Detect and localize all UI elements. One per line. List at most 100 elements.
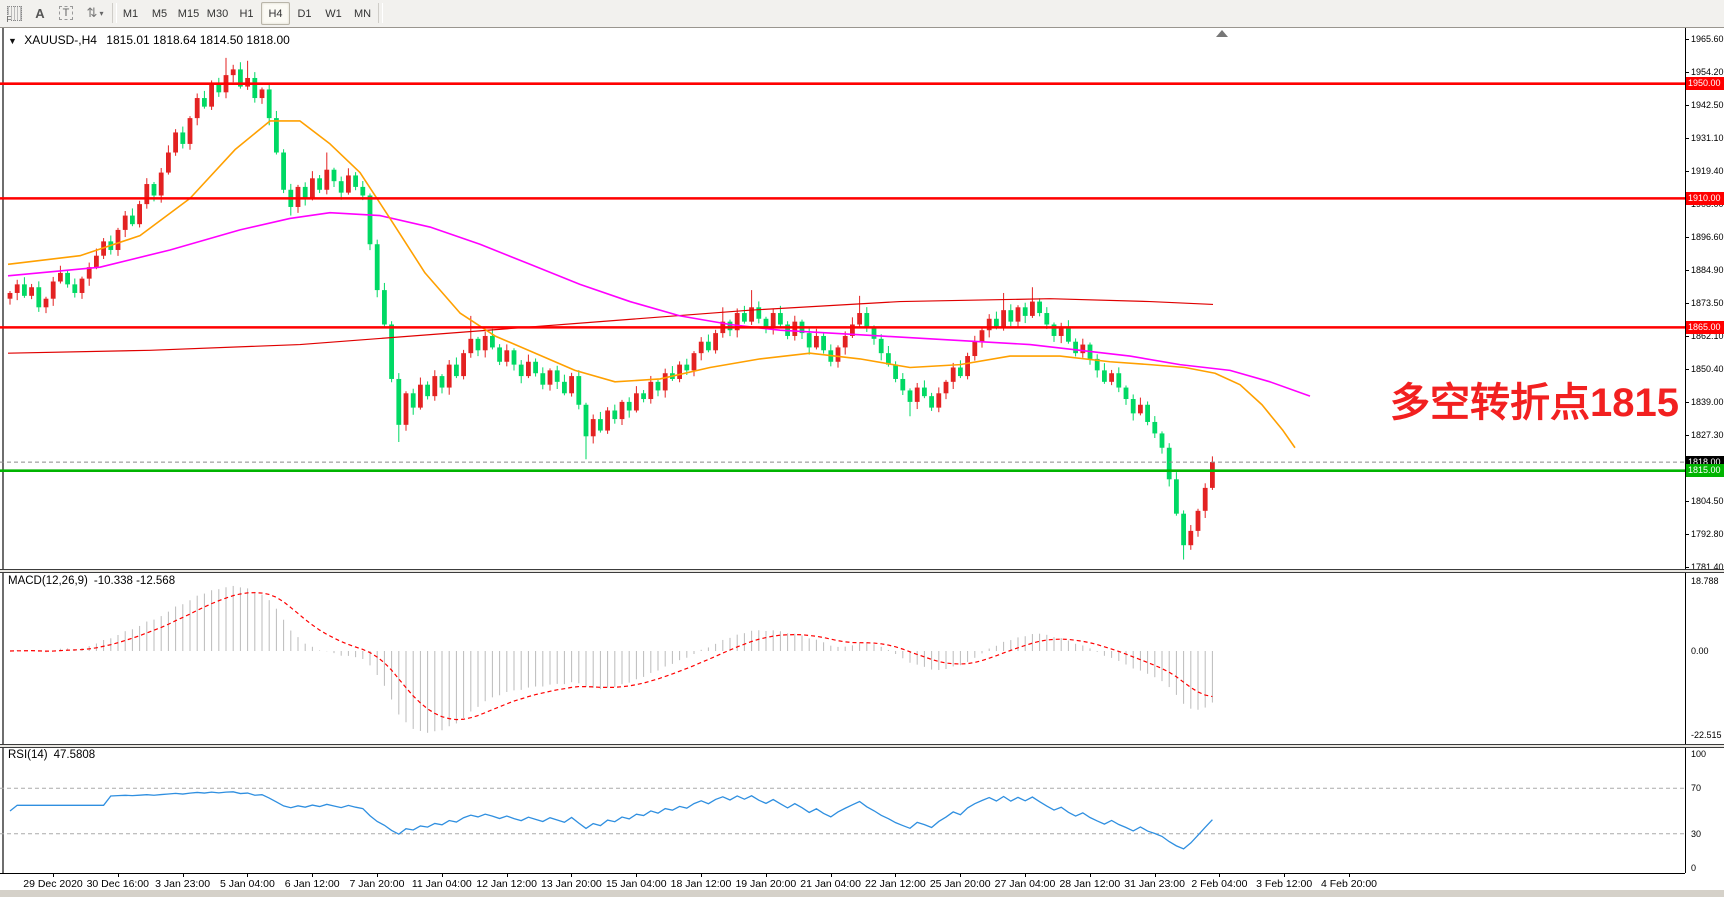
date-tick-label: 31 Jan 23:00	[1124, 878, 1185, 890]
panel-separator[interactable]	[0, 744, 1724, 748]
macd-scale-label: -22.515	[1691, 729, 1722, 740]
timeframe-button-m1[interactable]: M1	[122, 7, 139, 20]
price-tick-mark	[1685, 39, 1689, 40]
macd-histogram	[16, 585, 1213, 733]
macd-label: MACD(12,26,9) -10.338 -12.568	[8, 575, 176, 587]
timeframe-button-h1[interactable]: H1	[239, 7, 254, 20]
date-tick-label: 22 Jan 12:00	[865, 878, 926, 890]
date-tick-mark	[1154, 874, 1156, 877]
date-tick-mark	[1284, 874, 1286, 877]
timeframe-button-w1[interactable]: W1	[325, 7, 342, 20]
date-tick-mark	[53, 874, 54, 877]
date-tick-mark	[636, 874, 638, 877]
price-tick-label: 1896.60	[1691, 231, 1724, 242]
timeframe-button-m30[interactable]: M30	[206, 7, 229, 20]
rsi-scale-label: 30	[1691, 828, 1702, 839]
price-tick-mark	[1685, 270, 1689, 272]
date-tick-label: 2 Feb 04:00	[1191, 878, 1248, 890]
date-tick-mark	[1219, 874, 1221, 877]
date-tick-mark	[377, 874, 378, 877]
price-tick-label: 1931.10	[1691, 132, 1724, 143]
date-tick-label: 4 Feb 20:00	[1320, 878, 1378, 890]
date-tick-mark	[765, 874, 767, 877]
price-tick-mark	[1685, 303, 1689, 304]
timeframe-button-h4[interactable]: H4	[261, 2, 290, 25]
date-tick-label: 15 Jan 04:00	[605, 878, 667, 890]
price-tick-label: 1862.10	[1691, 330, 1724, 341]
price-tick-label: 1919.40	[1691, 166, 1724, 177]
date-tick-label: 30 Dec 16:00	[86, 878, 150, 890]
date-tick-mark	[182, 874, 184, 877]
timeframe-button-m5[interactable]: M5	[151, 7, 168, 20]
price-tick-label: 1873.50	[1691, 298, 1724, 308]
date-tick-mark	[117, 874, 119, 877]
price-tick-mark	[1685, 401, 1689, 403]
date-tick-label: 7 Jan 20:00	[349, 878, 405, 890]
price-chart-canvas[interactable]	[0, 28, 1685, 569]
date-tick-mark	[441, 874, 443, 877]
rsi-panel-canvas[interactable]	[0, 746, 1685, 871]
ma-red-line	[7, 298, 1214, 354]
date-tick-mark	[506, 874, 508, 877]
macd-panel-canvas[interactable]	[0, 572, 1685, 744]
date-tick-mark	[960, 874, 962, 877]
chevron-down-icon: ▾	[99, 8, 104, 18]
ma-orange-line	[7, 120, 1296, 449]
date-tick-label: 3 Feb 12:00	[1256, 878, 1313, 890]
date-tick-label: 29 Dec 2020	[23, 878, 83, 890]
price-tick-mark	[1685, 435, 1689, 437]
macd-values: -10.338 -12.568	[93, 575, 176, 587]
date-tick-mark	[1025, 874, 1026, 877]
price-tick-mark	[1685, 137, 1689, 139]
price-badge-1865.00: 1865.00	[1686, 320, 1724, 334]
timeframe-button-m15[interactable]: M15	[177, 7, 200, 20]
date-tick-mark	[895, 874, 897, 877]
grid-f-icon[interactable]: F	[2, 2, 26, 24]
price-tick-label: 1942.50	[1691, 100, 1724, 111]
text-label-icon[interactable]: T	[54, 2, 78, 24]
date-tick-label: 13 Jan 20:00	[541, 878, 602, 890]
rsi-label: RSI(14) 47.5808	[8, 749, 96, 761]
date-axis[interactable]: 29 Dec 2020 30 Dec 16:00 3 Jan 23:00 5 Jan …	[0, 873, 1685, 891]
price-badge-1910.00: 1910.00	[1686, 191, 1724, 205]
chart-shift-marker-icon	[1216, 30, 1228, 37]
date-tick-label: 27 Jan 04:00	[994, 878, 1056, 890]
date-tick-label: 28 Jan 12:00	[1059, 878, 1121, 890]
price-tick-mark	[1685, 171, 1689, 173]
ohlc-quote-label: 1815.01 1818.64 1814.50 1818.00	[106, 33, 290, 47]
toolbar: F A T ⇅ ▾ M1 M5 M15 M30 H1 H4 D1 W1 MN	[0, 0, 1724, 28]
price-tick-mark	[1685, 335, 1689, 337]
candles-series	[7, 57, 1215, 560]
price-tick-label: 1839.00	[1691, 396, 1724, 407]
date-tick-label: 19 Jan 20:00	[735, 878, 797, 890]
price-tick-mark	[1685, 71, 1689, 73]
chart-annotation: 多空转折点1815	[1390, 381, 1679, 425]
date-tick-label: 3 Jan 23:00	[155, 878, 211, 890]
price-tick-label: 1804.50	[1691, 495, 1724, 506]
macd-scale-label: 18.788	[1691, 576, 1719, 586]
price-badge-1815.00: 1815.00	[1686, 464, 1724, 478]
macd-scale-label: 0.00	[1691, 646, 1709, 656]
price-tick-label: 1827.30	[1691, 430, 1724, 441]
timeframe-button-mn[interactable]: MN	[353, 7, 372, 20]
rsi-value: 47.5808	[53, 749, 96, 761]
price-tick-mark	[1685, 369, 1689, 371]
price-tick-label: 1884.90	[1691, 265, 1724, 276]
price-tick-mark	[1685, 500, 1689, 502]
price-tick-label: 1850.40	[1691, 364, 1724, 375]
timeframe-button-d1[interactable]: D1	[297, 7, 312, 20]
cycle-arrows-icon[interactable]: ⇅ ▾	[80, 2, 110, 24]
price-tick-mark	[1685, 534, 1689, 536]
price-badge-1950.00: 1950.00	[1686, 77, 1724, 91]
font-a-icon[interactable]: A	[28, 2, 52, 24]
rsi-scale-label: 100	[1691, 749, 1707, 759]
font-a-icon-glyph: A	[35, 5, 45, 21]
price-tick-label: 1965.60	[1691, 34, 1724, 44]
date-tick-mark	[701, 874, 702, 877]
grid-f-icon-glyph: F	[6, 5, 22, 24]
panel-separator[interactable]	[0, 569, 1724, 573]
price-tick-label: 1954.20	[1691, 66, 1724, 77]
date-tick-label: 11 Jan 04:00	[411, 878, 472, 890]
macd-signal-line	[9, 592, 1213, 721]
collapse-triangle-icon[interactable]: ▼	[8, 36, 17, 46]
